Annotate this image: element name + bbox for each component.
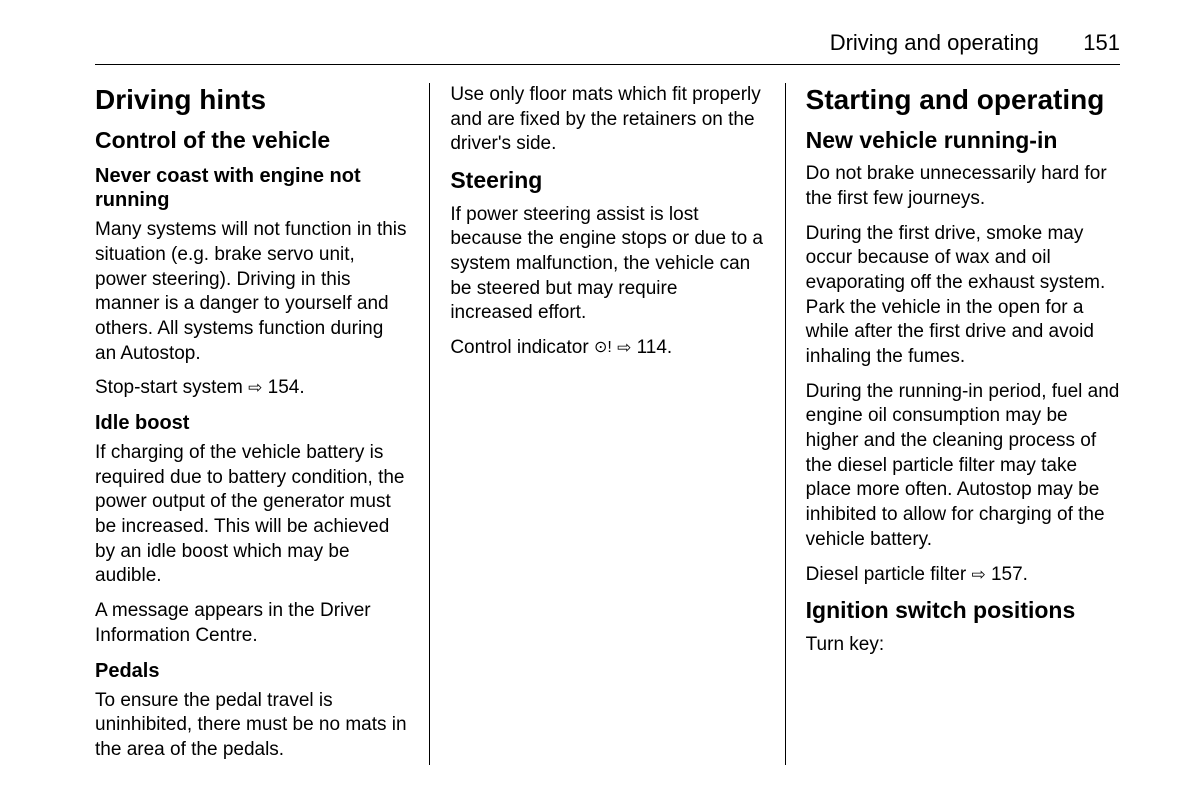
column-divider-2 [785, 83, 786, 765]
heading-steering: Steering [450, 167, 764, 195]
arrow-icon: ⇨ [971, 564, 985, 586]
page-header: Driving and operating 151 [95, 30, 1120, 65]
heading-ignition-positions: Ignition switch positions [806, 597, 1120, 625]
heading-running-in: New vehicle running-in [806, 127, 1120, 155]
column-2: Use only floor mats which fit properly a… [432, 83, 782, 765]
heading-driving-hints: Driving hints [95, 83, 409, 117]
control-indicator-prefix: Control indicator [450, 337, 594, 358]
para-control-indicator: Control indicator ⊙! ⇨ 114. [450, 336, 764, 361]
heading-control-vehicle: Control of the vehicle [95, 127, 409, 155]
para-stop-start-ref: Stop-start system ⇨ 154. [95, 376, 409, 401]
para-turn-key: Turn key: [806, 633, 1120, 658]
para-fuel-consumption: During the running-in period, fuel and e… [806, 380, 1120, 553]
column-3: Starting and operating New vehicle runni… [788, 83, 1120, 765]
para-steering-assist: If power steering assist is lost because… [450, 203, 764, 326]
diesel-filter-page: 157. [991, 564, 1028, 585]
control-indicator-page: 114. [637, 337, 673, 358]
heading-starting-operating: Starting and operating [806, 83, 1120, 117]
para-smoke-warning: During the first drive, smoke may occur … [806, 222, 1120, 370]
heading-pedals: Pedals [95, 659, 409, 683]
section-title: Driving and operating [830, 30, 1039, 56]
page-number: 151 [1083, 30, 1120, 56]
para-brake-warning: Do not brake unnecessarily hard for the … [806, 162, 1120, 211]
para-idle-boost: If charging of the vehicle battery is re… [95, 441, 409, 589]
steering-indicator-icon: ⊙! [594, 338, 612, 359]
heading-never-coast: Never coast with engine not running [95, 164, 409, 212]
column-1: Driving hints Control of the vehicle Nev… [95, 83, 427, 765]
heading-idle-boost: Idle boost [95, 411, 409, 435]
para-dic-message: A message appears in the Driver Informat… [95, 599, 409, 648]
stop-start-prefix: Stop-start system [95, 377, 248, 398]
diesel-filter-prefix: Diesel particle filter [806, 564, 972, 585]
para-pedals: To ensure the pedal travel is uninhibite… [95, 689, 409, 763]
para-floor-mats: Use only floor mats which fit properly a… [450, 83, 764, 157]
stop-start-page: 154. [268, 377, 305, 398]
column-divider-1 [429, 83, 430, 765]
para-coast-warning: Many systems will not function in this s… [95, 218, 409, 366]
content-columns: Driving hints Control of the vehicle Nev… [95, 83, 1120, 765]
arrow-icon: ⇨ [248, 377, 262, 399]
para-diesel-filter-ref: Diesel particle filter ⇨ 157. [806, 563, 1120, 588]
arrow-icon: ⇨ [617, 337, 631, 359]
